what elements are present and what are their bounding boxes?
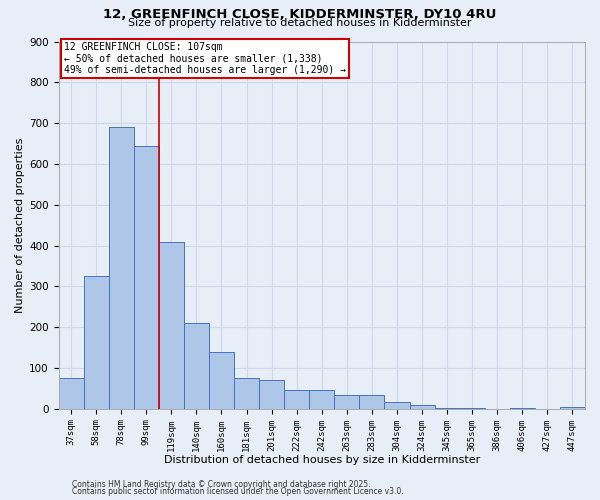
Bar: [359, 396, 385, 409]
Bar: [259, 380, 284, 409]
Bar: [334, 396, 359, 409]
Bar: [284, 390, 309, 409]
Bar: [159, 242, 184, 409]
Text: Contains public sector information licensed under the Open Government Licence v3: Contains public sector information licen…: [72, 487, 404, 496]
Bar: [385, 402, 410, 409]
Bar: [134, 146, 159, 409]
Bar: [184, 323, 209, 409]
Bar: [234, 378, 259, 409]
Bar: [109, 127, 134, 409]
Bar: [510, 408, 535, 409]
Bar: [59, 378, 83, 409]
Bar: [434, 408, 460, 409]
Y-axis label: Number of detached properties: Number of detached properties: [15, 138, 25, 313]
Text: Contains HM Land Registry data © Crown copyright and database right 2025.: Contains HM Land Registry data © Crown c…: [72, 480, 371, 489]
Bar: [410, 405, 434, 409]
Text: 12, GREENFINCH CLOSE, KIDDERMINSTER, DY10 4RU: 12, GREENFINCH CLOSE, KIDDERMINSTER, DY1…: [103, 8, 497, 20]
Bar: [560, 407, 585, 409]
Bar: [83, 276, 109, 409]
Bar: [309, 390, 334, 409]
Bar: [209, 352, 234, 409]
Text: 12 GREENFINCH CLOSE: 107sqm
← 50% of detached houses are smaller (1,338)
49% of : 12 GREENFINCH CLOSE: 107sqm ← 50% of det…: [64, 42, 346, 74]
X-axis label: Distribution of detached houses by size in Kidderminster: Distribution of detached houses by size …: [164, 455, 480, 465]
Text: Size of property relative to detached houses in Kidderminster: Size of property relative to detached ho…: [128, 18, 472, 28]
Bar: [460, 408, 485, 409]
